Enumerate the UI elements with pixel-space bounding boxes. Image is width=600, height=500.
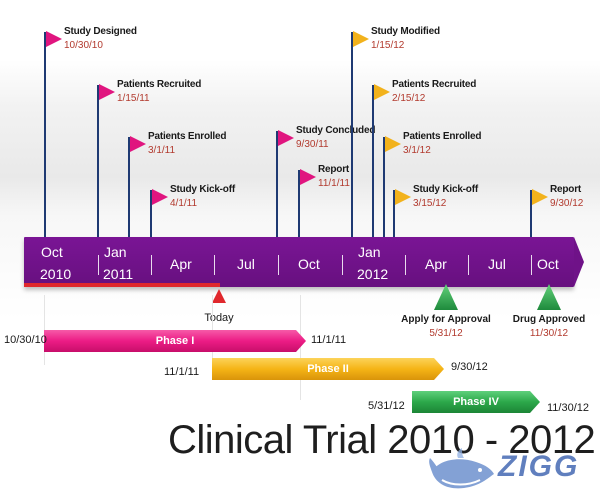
- phase-label: Phase II: [307, 363, 349, 375]
- milestone-title: Patients Enrolled: [403, 131, 482, 142]
- axis-separator: [342, 255, 343, 275]
- milestone-date: 9/30/12: [550, 198, 584, 209]
- axis-year-label: 2010: [40, 266, 72, 282]
- guide-line: [300, 295, 301, 400]
- flag-icon: [374, 84, 390, 100]
- phase-bar-phase-4: Phase IV: [412, 391, 540, 413]
- timeline-axis: Oct 2010 Jan 2011 Apr Jul Oct Jan 2012 A…: [24, 237, 584, 287]
- milestone-date: 1/15/12: [371, 40, 405, 51]
- milestone-date: 11/1/11: [318, 178, 350, 189]
- axis-month-label: Apr: [170, 256, 192, 272]
- milestone-title: Study Kick-off: [170, 184, 235, 195]
- milestone-pole: [393, 190, 395, 237]
- milestone-title: Report: [318, 164, 350, 175]
- axis-month-label: Oct: [537, 256, 559, 272]
- axis-month-label: Oct: [298, 256, 320, 272]
- axis-month-label: Oct: [41, 244, 63, 260]
- milestone-title: Study Concluded: [296, 125, 376, 136]
- phase-start-date: 10/30/10: [4, 334, 47, 346]
- axis-month-label: Jul: [237, 256, 255, 272]
- milestone-pole: [530, 190, 532, 237]
- milestone-title: Patients Enrolled: [148, 131, 227, 142]
- phase-label: Phase IV: [453, 396, 499, 408]
- milestone-pole: [97, 85, 99, 237]
- flag-icon: [99, 84, 115, 100]
- phase-end-date: 9/30/12: [451, 361, 488, 373]
- phase-end-date: 11/30/12: [547, 402, 590, 414]
- flag-icon: [46, 31, 62, 47]
- axis-separator: [98, 255, 99, 275]
- phase-start-date: 11/1/11: [164, 366, 200, 378]
- marker-date: 5/31/12: [429, 328, 463, 339]
- phase-arrow-shape: [44, 330, 306, 352]
- axis-month-label: Apr: [425, 256, 447, 272]
- flag-icon: [130, 136, 146, 152]
- axis-separator: [278, 255, 279, 275]
- axis-month-label: Jan: [104, 244, 127, 260]
- milestone-date: 4/1/11: [170, 198, 198, 209]
- today-triangle-icon: [212, 289, 226, 303]
- axis-separator: [468, 255, 469, 275]
- axis-month-label: Jul: [488, 256, 506, 272]
- milestone-pole: [351, 32, 353, 237]
- milestone-pole: [150, 190, 152, 237]
- flag-icon: [395, 189, 411, 205]
- phase-start-date: 5/31/12: [368, 400, 405, 412]
- milestone-title: Patients Recruited: [117, 79, 202, 90]
- flag-icon: [278, 130, 294, 146]
- today-label: Today: [204, 312, 234, 324]
- page-title: Clinical Trial 2010 - 2012: [168, 418, 596, 462]
- phase-end-date: 11/1/11: [311, 334, 347, 346]
- approval-triangle-icon: [434, 284, 458, 310]
- flag-icon: [353, 31, 369, 47]
- approval-triangle-icon: [537, 284, 561, 310]
- zigg-logo: ZIGG: [428, 446, 588, 492]
- logo-text: ZIGG: [498, 450, 580, 483]
- milestone-title: Study Modified: [371, 26, 440, 37]
- milestone-date: 10/30/10: [64, 40, 103, 51]
- axis-separator: [531, 255, 532, 275]
- milestone-pole: [44, 32, 46, 237]
- progress-to-today-bar: [24, 283, 220, 287]
- marker-date: 11/30/12: [529, 328, 569, 339]
- axis-year-label: 2012: [357, 266, 389, 282]
- milestone-date: 3/15/12: [413, 198, 447, 209]
- milestone-date: 3/1/11: [148, 145, 176, 156]
- flag-icon: [532, 189, 548, 205]
- milestone-title: Report: [550, 184, 582, 195]
- flag-icon: [300, 169, 316, 185]
- milestone-date: 3/1/12: [403, 145, 431, 156]
- milestone-title: Patients Recruited: [392, 79, 477, 90]
- milestone-title: Study Designed: [64, 26, 137, 37]
- milestone-title: Study Kick-off: [413, 184, 478, 195]
- whale-icon: [429, 448, 494, 489]
- phase-bar-phase-1: Phase I: [44, 330, 306, 352]
- milestone-pole: [372, 85, 374, 237]
- marker-title: Apply for Approval: [401, 314, 491, 325]
- milestone-date: 9/30/11: [296, 139, 329, 150]
- milestone-date: 1/15/11: [117, 93, 150, 104]
- axis-separator: [214, 255, 215, 275]
- axis-separator: [405, 255, 406, 275]
- milestone-pole: [383, 137, 385, 237]
- flag-icon: [152, 189, 168, 205]
- axis-year-label: 2011: [103, 266, 134, 282]
- phase-arrow-shape: [212, 358, 444, 380]
- marker-title: Drug Approved: [512, 314, 586, 325]
- milestone-pole: [298, 170, 300, 237]
- phase-bar-phase-2: Phase II: [212, 358, 444, 380]
- axis-month-label: Jan: [358, 244, 381, 260]
- phase-label: Phase I: [155, 335, 195, 347]
- phase-arrow-shape: [412, 391, 540, 413]
- milestone-pole: [128, 137, 130, 237]
- milestone-pole: [276, 131, 278, 237]
- flag-icon: [385, 136, 401, 152]
- axis-separator: [151, 255, 152, 275]
- milestone-date: 2/15/12: [392, 93, 426, 104]
